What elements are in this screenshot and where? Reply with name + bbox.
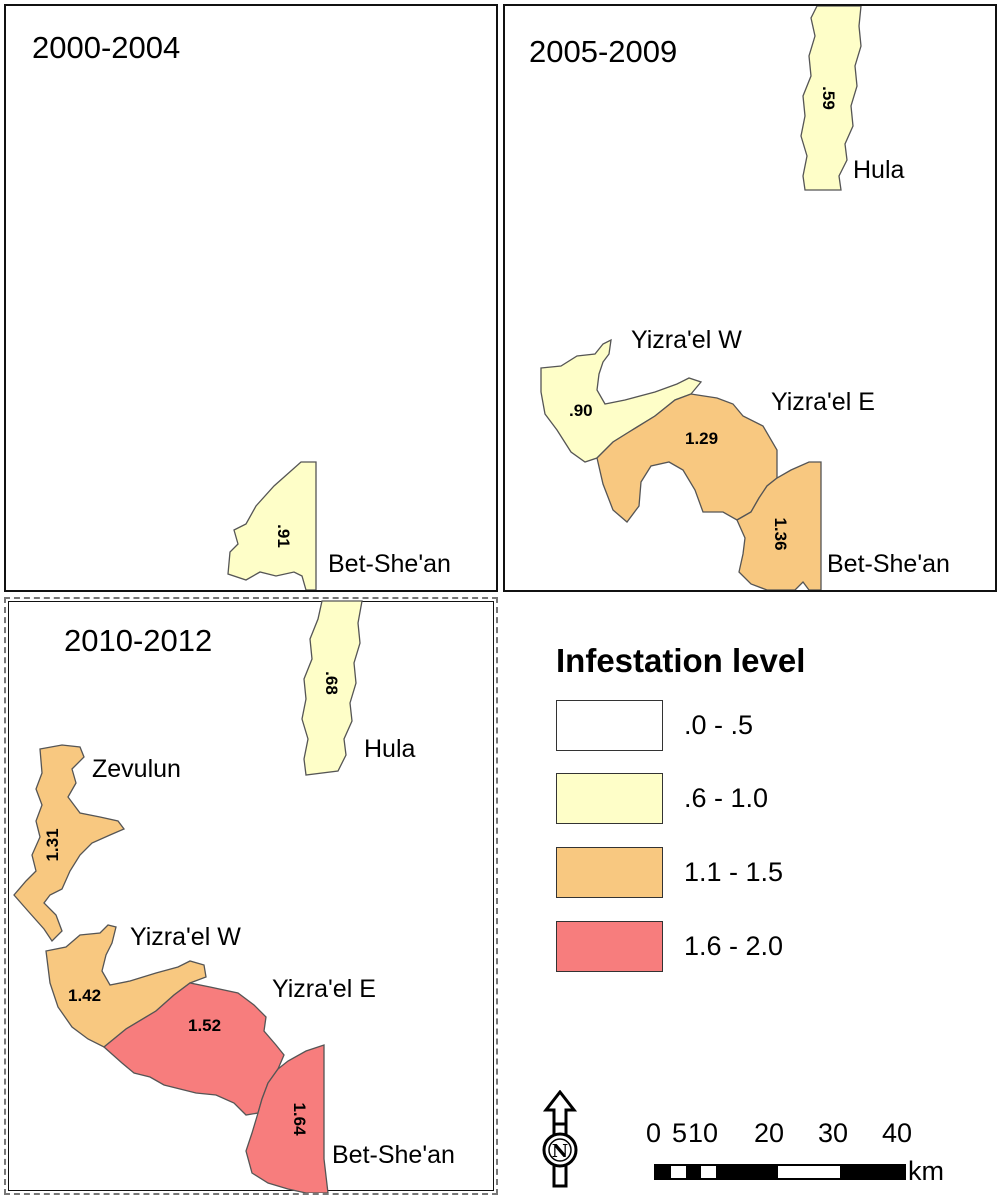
value-yizrael-e-2005: 1.29	[685, 429, 718, 448]
scale-tick-20: 20	[754, 1118, 785, 1148]
label-bet-shean-2005: Bet-She'an	[827, 550, 950, 578]
label-hula-2005: Hula	[853, 156, 905, 184]
scale-tick-30: 30	[818, 1118, 849, 1148]
label-bet-shean-2000: Bet-She'an	[328, 550, 451, 578]
scale-unit: km	[908, 1156, 944, 1186]
label-zevulun-2010: Zevulun	[92, 755, 181, 783]
region-hula-2005[interactable]	[800, 6, 862, 191]
value-yizrael-e-2010: 1.52	[188, 1016, 221, 1035]
map-panel-2000-2004: 2000-2004 .91 Bet-She'an	[4, 4, 498, 592]
region-zevulun-2010[interactable]	[13, 744, 126, 943]
map-2010-2012-svg: 2010-2012 .68 Hula Zevulun 1.31 Yizra'el…	[13, 600, 455, 1193]
label-yizrael-w-2010: Yizra'el W	[130, 923, 241, 951]
legend-label-1: .6 - 1.0	[684, 783, 769, 813]
value-hula-2005: .59	[819, 86, 838, 110]
value-hula-2010: .68	[322, 671, 341, 695]
value-bet-shean-2005: 1.36	[771, 517, 790, 550]
map-2005-2009-svg: 2005-2009 .59 Hula Yizra'el W .90 Yizra'…	[529, 6, 950, 590]
map-panel-2010-2012: 2010-2012 .68 Hula Zevulun 1.31 Yizra'el…	[4, 597, 498, 1195]
legend-label-0: .0 - .5	[684, 710, 754, 740]
scale-bar: 0 5 10 20 30 40 km	[640, 1118, 960, 1188]
legend-swatch-0	[556, 700, 663, 751]
region-bet-shean-2005[interactable]	[736, 461, 822, 590]
label-bet-shean-2010: Bet-She'an	[332, 1141, 455, 1169]
panel-title-2010: 2010-2012	[64, 623, 212, 658]
value-yizrael-w-2010: 1.42	[68, 986, 101, 1005]
label-hula-2010: Hula	[364, 735, 416, 763]
label-yizrael-w-2005: Yizra'el W	[631, 326, 742, 354]
region-bet-shean-2010[interactable]	[245, 1044, 329, 1193]
region-yizrael-w-2010[interactable]	[45, 924, 207, 1048]
legend-item-3: 1.6 - 2.0	[556, 921, 956, 975]
legend-item-2: 1.1 - 1.5	[556, 847, 956, 901]
label-yizrael-e-2010: Yizra'el E	[272, 975, 376, 1003]
legend-swatch-1	[556, 773, 663, 824]
value-zevulun-2010: 1.31	[43, 828, 62, 861]
panel-title-2005: 2005-2009	[529, 34, 677, 69]
map-panel-2005-2009: 2005-2009 .59 Hula Yizra'el W .90 Yizra'…	[503, 4, 997, 592]
legend-swatch-3	[556, 921, 663, 972]
scale-tick-5: 5	[672, 1118, 688, 1148]
scale-tick-0: 0	[646, 1118, 662, 1148]
legend-label-2: 1.1 - 1.5	[684, 857, 784, 887]
north-arrow-icon: N	[542, 1090, 578, 1188]
scale-tick-40: 40	[882, 1118, 913, 1148]
legend-title: Infestation level	[556, 642, 806, 679]
region-yizrael-w-2005[interactable]	[540, 338, 703, 463]
value-yizrael-w-2005: .90	[569, 401, 593, 420]
value-bet-shean-2000: .91	[274, 524, 293, 548]
legend-item-0: .0 - .5	[556, 700, 956, 754]
legend-label-3: 1.6 - 2.0	[684, 931, 784, 961]
legend-swatch-2	[556, 847, 663, 898]
value-bet-shean-2010: 1.64	[290, 1102, 309, 1136]
scale-bar-segments	[654, 1164, 906, 1180]
label-yizrael-e-2005: Yizra'el E	[771, 388, 875, 416]
region-hula-2010[interactable]	[301, 600, 363, 776]
panel-title-2000: 2000-2004	[32, 30, 180, 65]
legend-item-1: .6 - 1.0	[556, 773, 956, 827]
region-bet-shean-2000[interactable]	[227, 461, 317, 590]
map-2000-2004-svg: 2000-2004 .91 Bet-She'an	[32, 30, 451, 590]
svg-text:N: N	[552, 1141, 568, 1162]
scale-tick-10: 10	[688, 1118, 719, 1148]
